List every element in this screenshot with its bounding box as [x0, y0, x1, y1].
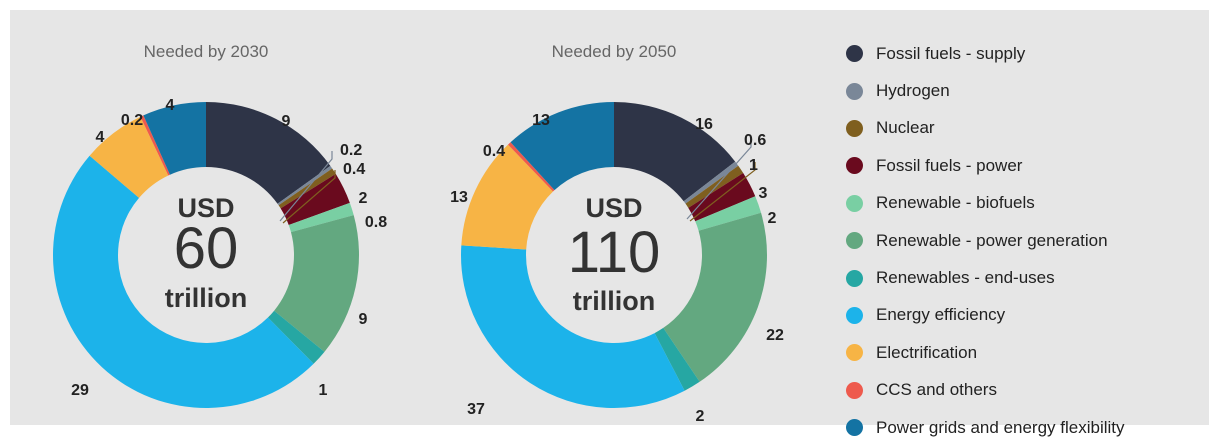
legend-item-nuclear: Nuclear	[846, 110, 1125, 147]
leader-line-hydrogen	[686, 139, 752, 220]
legend-swatch	[846, 45, 863, 63]
data-label-renewable-power-generation: 22	[766, 327, 784, 344]
slice-electrification	[461, 144, 554, 250]
data-label-renewable-biofuels: 0.8	[365, 214, 387, 231]
chart-title: Needed by 2050	[552, 42, 677, 61]
center-unit: trillion	[573, 286, 656, 316]
slice-renewables-end-uses	[654, 327, 700, 391]
leader-line-hydrogen	[279, 151, 333, 222]
slice-fossil-fuels-supply	[206, 102, 331, 204]
center-value: 60	[174, 216, 239, 281]
legend-swatch	[846, 344, 863, 362]
legend-swatch	[846, 232, 863, 250]
legend-label: Renewable - biofuels	[876, 193, 1035, 213]
legend-swatch	[846, 82, 863, 100]
donut-charts: Needed by 203090.20.420.8912940.24USD60t…	[52, 42, 784, 425]
data-label-fossil-fuels-supply: 9	[282, 113, 291, 130]
leader-line-nuclear	[689, 162, 756, 222]
legend-item-fossil-fuels-supply: Fossil fuels - supply	[846, 35, 1125, 72]
slice-electrification	[89, 116, 169, 198]
slice-hydrogen	[683, 161, 739, 204]
legend-swatch	[846, 119, 863, 137]
data-label-power-grids-and-energy-flexibility: 4	[166, 97, 175, 114]
legend-swatch	[846, 194, 863, 212]
legend-swatch	[846, 419, 863, 437]
legend-label: Hydrogen	[876, 81, 950, 101]
slice-renewables-end-uses	[267, 310, 325, 364]
legend-label: Nuclear	[876, 118, 935, 138]
data-label-fossil-fuels-power: 2	[359, 190, 368, 207]
slice-energy-efficiency	[460, 245, 685, 408]
donut-chart-1: Needed by 2030 9 0.2 0.4 2 0.8 9 1 29 4 0.2 4 USD60t…	[52, 42, 387, 409]
legend-item-energy-efficiency: Energy efficiency	[846, 297, 1125, 334]
slice-fossil-fuels-power	[280, 173, 350, 225]
legend-item-fossil-fuels-power: Fossil fuels - power	[846, 147, 1125, 184]
data-label-energy-efficiency: 37	[467, 401, 485, 418]
legend-item-renewable-biofuels: Renewable - biofuels	[846, 185, 1125, 222]
legend-swatch	[846, 157, 863, 175]
data-label-energy-efficiency: 29	[71, 382, 89, 399]
legend-label: Renewables - end-uses	[876, 268, 1055, 288]
data-label-electrification: 4	[96, 129, 105, 146]
legend-label: Electrification	[876, 342, 978, 362]
data-label-fossil-fuels-supply: 16	[695, 116, 713, 133]
legend-swatch	[846, 269, 863, 287]
slice-ccs-and-others	[507, 142, 555, 192]
data-label-ccs-and-others: 0.4	[483, 143, 505, 160]
slice-power-grids-and-energy-flexibility	[510, 102, 614, 191]
legend-label: Renewable - power generation	[876, 230, 1108, 250]
slice-energy-efficiency	[52, 155, 314, 409]
slice-renewable-biofuels	[695, 196, 762, 231]
center-prefix: USD	[585, 193, 642, 223]
slice-fossil-fuels-supply	[614, 102, 736, 202]
legend-item-electrification: Electrification	[846, 334, 1125, 371]
legend-item-renewable-power-generation: Renewable - power generation	[846, 222, 1125, 259]
slice-power-grids-and-energy-flexibility	[143, 102, 206, 175]
data-label-renewables-end-uses: 2	[696, 408, 705, 425]
data-label-power-grids-and-energy-flexibility: 13	[532, 112, 550, 129]
legend-swatch	[846, 381, 863, 399]
chart-title: Needed by 2030	[144, 42, 269, 61]
center-value: 110	[568, 220, 660, 285]
data-label-renewable-power-generation: 9	[359, 311, 368, 328]
center-unit: trillion	[165, 283, 248, 313]
data-label-electrification: 13	[450, 189, 468, 206]
slice-ccs-and-others	[140, 115, 170, 176]
data-label-renewables-end-uses: 1	[319, 382, 328, 399]
legend-item-renewables-end-uses: Renewables - end-uses	[846, 259, 1125, 296]
legend-label: CCS and others	[876, 380, 997, 400]
slice-renewable-power-generation	[274, 215, 359, 352]
legend: Fossil fuels - supply Hydrogen Nuclear Foss…	[846, 35, 1125, 446]
data-label-renewable-biofuels: 2	[768, 210, 777, 227]
slice-nuclear	[685, 165, 744, 208]
chart-panel: Needed by 2030 9 0.2 0.4 2 0.8 9 1 29 4 0.2 4 USD 60 t…	[10, 10, 1209, 437]
legend-label: Fossil fuels - supply	[876, 43, 1026, 63]
data-label-ccs-and-others: 0.2	[121, 112, 143, 129]
data-label-fossil-fuels-power: 3	[759, 185, 768, 202]
leader-line-nuclear	[282, 170, 336, 224]
legend-item-hydrogen: Hydrogen	[846, 72, 1125, 109]
legend-item-power-grids-and-energy-flexibility: Power grids and energy flexibility	[846, 409, 1125, 446]
data-label-hydrogen: 0.2	[340, 142, 362, 159]
legend-label: Power grids and energy flexibility	[876, 417, 1125, 437]
legend-item-ccs-and-others: CCS and others	[846, 372, 1125, 409]
data-label-nuclear: 0.4	[343, 161, 365, 178]
data-label-nuclear: 1	[749, 157, 758, 174]
data-label-hydrogen: 0.6	[744, 132, 766, 149]
slice-renewable-biofuels	[288, 202, 354, 233]
legend-swatch	[846, 306, 863, 324]
legend-label: Energy efficiency	[876, 305, 1006, 325]
donut-chart-2: Needed by 2050160.613222237130.413USD110…	[450, 42, 784, 425]
slice-renewable-power-generation	[663, 212, 768, 382]
center-prefix: USD	[177, 193, 234, 223]
legend-label: Fossil fuels - power	[876, 155, 1023, 175]
